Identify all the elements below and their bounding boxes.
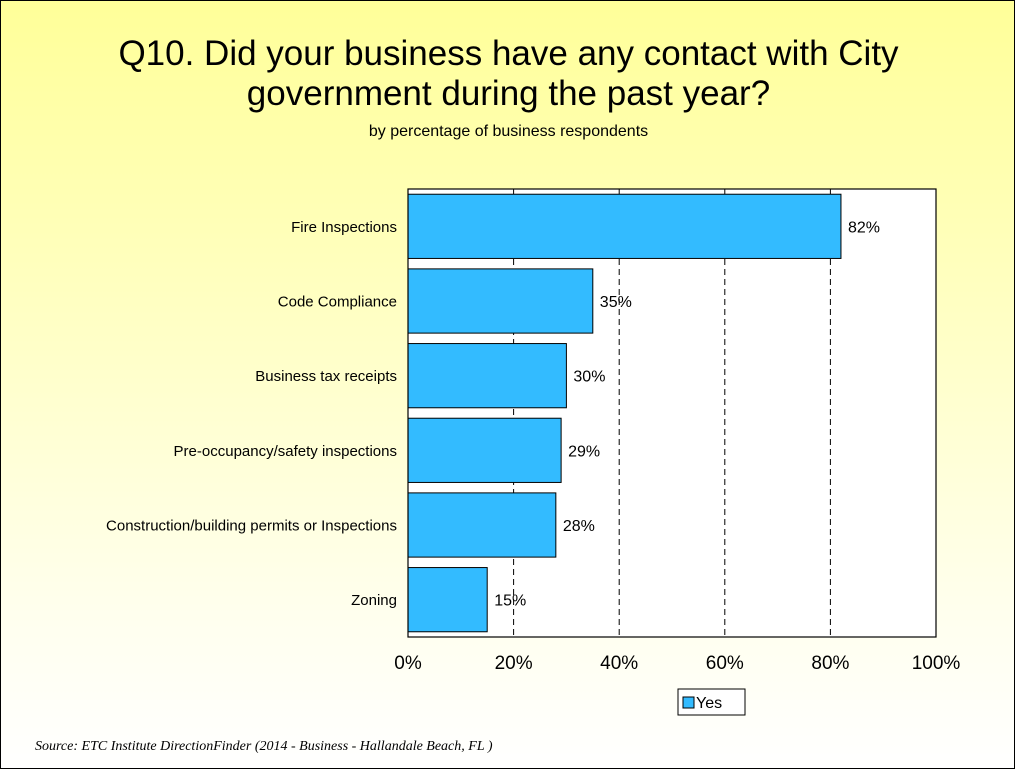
bar <box>407 567 488 633</box>
chart-title: Q10. Did your business have any contact … <box>1 34 1014 114</box>
bar <box>407 492 557 558</box>
chart-subtitle: by percentage of business respondents <box>368 123 649 140</box>
data-label: 30% <box>573 369 605 386</box>
bar <box>407 343 567 409</box>
category-label: Business tax receipts <box>255 368 397 385</box>
x-tick-label: 80% <box>811 653 849 674</box>
plot-area <box>408 189 936 637</box>
data-label: 35% <box>600 294 632 311</box>
category-label: Pre-occupancy/safety inspections <box>174 443 397 460</box>
bar <box>407 417 562 483</box>
source-note: Source: ETC Institute DirectionFinder (2… <box>35 739 493 754</box>
data-label: 82% <box>848 219 880 236</box>
chart-title-line-1: Q10. Did your business have any contact … <box>118 34 899 73</box>
legend-label: Yes <box>696 695 722 712</box>
x-tick-label: 100% <box>912 653 961 674</box>
data-label: 28% <box>563 518 595 535</box>
category-label: Code Compliance <box>278 294 397 311</box>
data-label: 15% <box>494 593 526 610</box>
plot-border <box>407 188 937 638</box>
category-label: Fire Inspections <box>291 219 397 236</box>
category-label: Construction/building permits or Inspect… <box>106 518 397 535</box>
bar <box>407 193 842 259</box>
category-label: Zoning <box>351 592 397 609</box>
legend-swatch <box>682 696 695 709</box>
data-label: 29% <box>568 443 600 460</box>
bar <box>407 268 594 334</box>
x-tick-label: 40% <box>600 653 638 674</box>
x-tick-label: 0% <box>394 653 422 674</box>
chart-title-line-2: government during the past year? <box>246 74 771 113</box>
x-tick-label: 60% <box>706 653 744 674</box>
x-tick-label: 20% <box>495 653 533 674</box>
